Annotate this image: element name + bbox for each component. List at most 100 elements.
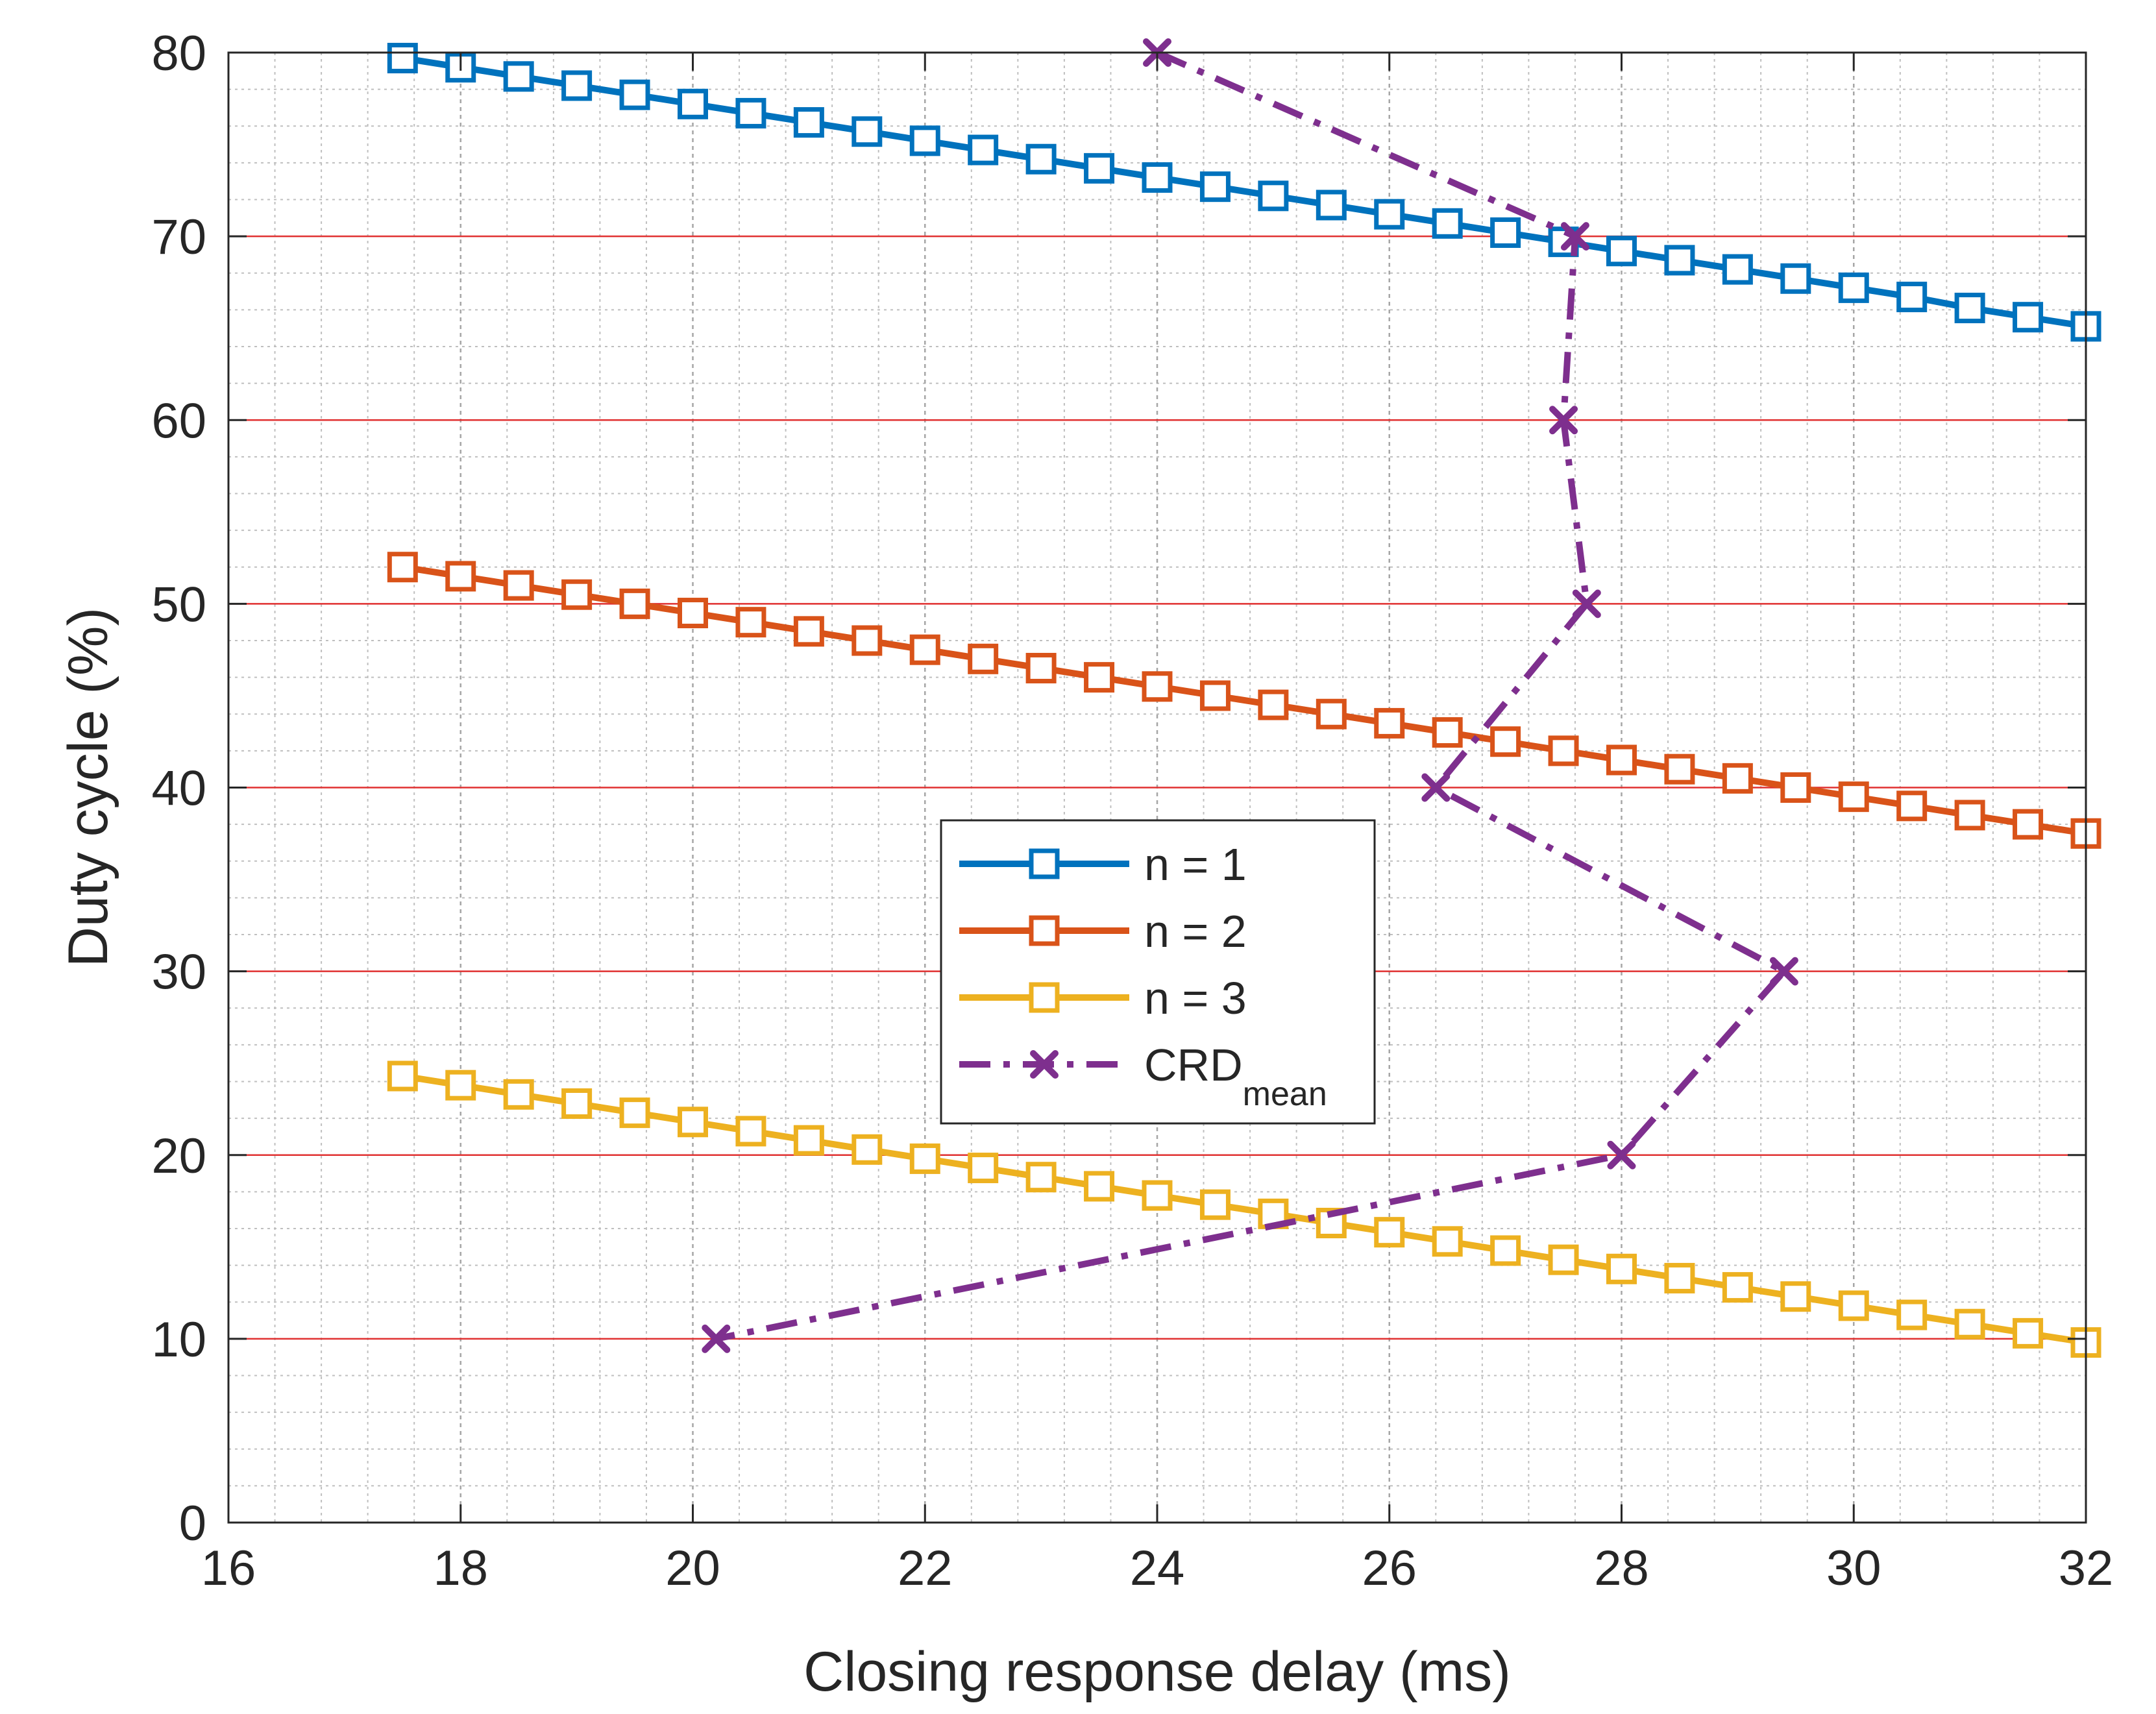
y-tick-label: 20 (151, 1129, 206, 1184)
legend-marker (1029, 982, 1060, 1013)
series-3-point (793, 1125, 824, 1156)
series-2-point (1199, 680, 1231, 711)
series-1-point (1084, 153, 1115, 184)
y-tick-label: 70 (151, 210, 206, 265)
series-2-point (445, 561, 476, 592)
series-1-point (1199, 171, 1231, 202)
x-axis-label: Closing response delay (ms) (803, 1641, 1511, 1703)
series-4-point (1607, 1140, 1636, 1169)
series-4-point (1421, 773, 1451, 802)
series-3-point (2013, 1317, 2044, 1349)
series-1-point (1722, 254, 1753, 285)
series-1-point (1025, 143, 1057, 175)
x-marker-stroke (1549, 406, 1578, 435)
series-2-point (2013, 809, 2044, 840)
x-marker-stroke (1421, 773, 1451, 802)
series-2-point (1490, 726, 1521, 757)
series-2-point (1258, 689, 1289, 720)
axis-ticks (227, 51, 2087, 1524)
y-tick-label: 40 (151, 761, 206, 816)
series-2-point (1954, 800, 1985, 831)
series-1-point (735, 97, 766, 129)
series-4-line (715, 49, 1787, 1342)
legend-marker (1030, 1050, 1059, 1079)
series-3-point (1664, 1262, 1695, 1293)
series-2-point (387, 552, 418, 583)
y-tick-label: 30 (151, 945, 206, 1000)
series-1 (387, 42, 2101, 342)
series-1-point (1490, 217, 1521, 248)
x-marker-stroke (1769, 957, 1798, 986)
series-2-point (1896, 790, 1928, 822)
x-marker-stroke (1572, 589, 1601, 618)
series-3-point (1606, 1253, 1637, 1284)
series-3-point (1548, 1244, 1579, 1275)
x-tick-label: 32 (2059, 1541, 2114, 1596)
series-2-point (1432, 717, 1463, 748)
series-3-point (503, 1079, 534, 1110)
series-3-point (619, 1097, 650, 1129)
y-tick-label: 60 (151, 393, 206, 448)
series-3-point (1780, 1281, 1811, 1312)
series-2-point (968, 643, 999, 674)
series-2-point (1142, 671, 1173, 702)
series-1-point (793, 107, 824, 138)
legend-label: n = 2 (1144, 906, 1247, 957)
legend-box (940, 819, 1376, 1125)
legend-entry-2: n = 2 (959, 906, 1247, 957)
series-3 (387, 1060, 2101, 1358)
series-3-point (1432, 1226, 1463, 1257)
series-2 (387, 552, 2101, 849)
x-tick-label: 28 (1594, 1541, 1649, 1596)
x-marker-stroke (1607, 1140, 1636, 1169)
y-tick-label: 50 (151, 577, 206, 632)
series-2-point (1316, 698, 1347, 729)
series-2-point (1084, 662, 1115, 693)
series-2-point (1548, 735, 1579, 766)
series-3-point (909, 1143, 940, 1174)
series-1-point (1780, 263, 1811, 294)
x-tick-label: 26 (1362, 1541, 1417, 1596)
series-3-point (851, 1134, 883, 1165)
series-1-point (503, 61, 534, 92)
series-3-point (735, 1116, 766, 1147)
series-3-point (445, 1070, 476, 1101)
series-1-point (1954, 293, 1985, 324)
series-2-point (1780, 772, 1811, 803)
series-3-point (1199, 1189, 1231, 1220)
series-2-point (793, 616, 824, 647)
series-2-point (561, 579, 593, 610)
x-tick-label: 18 (433, 1541, 488, 1596)
series-1-point (1664, 245, 1695, 276)
series-2-point (1606, 744, 1637, 776)
series-1-point (851, 116, 883, 147)
series-4-point (1769, 957, 1798, 986)
series-3-point (1896, 1299, 1928, 1330)
series-1-point (1316, 190, 1347, 221)
series-1-point (1374, 199, 1405, 230)
series-1-point (619, 79, 650, 110)
series-3-point (1722, 1272, 1753, 1303)
series-2-point (503, 570, 534, 601)
series-3-point (1025, 1162, 1057, 1193)
series-3-point (678, 1107, 708, 1138)
series-1-point (1896, 282, 1928, 313)
y-tick-label: 0 (179, 1496, 206, 1551)
series-1-point (561, 70, 593, 101)
x-marker-stroke (1030, 1050, 1059, 1079)
series-1-point (1142, 162, 1173, 193)
series-2-point (851, 625, 883, 656)
y-axis-tick-labels: 0 10 20 30 40 50 60 70 80 (151, 26, 206, 1551)
series-4-point (1572, 589, 1601, 618)
series-2-point (1664, 753, 1695, 785)
legend-entry-1: n = 1 (959, 839, 1247, 890)
series-3-point (1490, 1235, 1521, 1266)
series-3-point (1084, 1171, 1115, 1202)
y-tick-label: 80 (151, 26, 206, 81)
legend-marker (1029, 848, 1060, 879)
x-tick-label: 22 (898, 1541, 953, 1596)
series-1-point (678, 88, 708, 119)
legend-marker (1029, 915, 1060, 946)
series-2-point (1722, 763, 1753, 794)
